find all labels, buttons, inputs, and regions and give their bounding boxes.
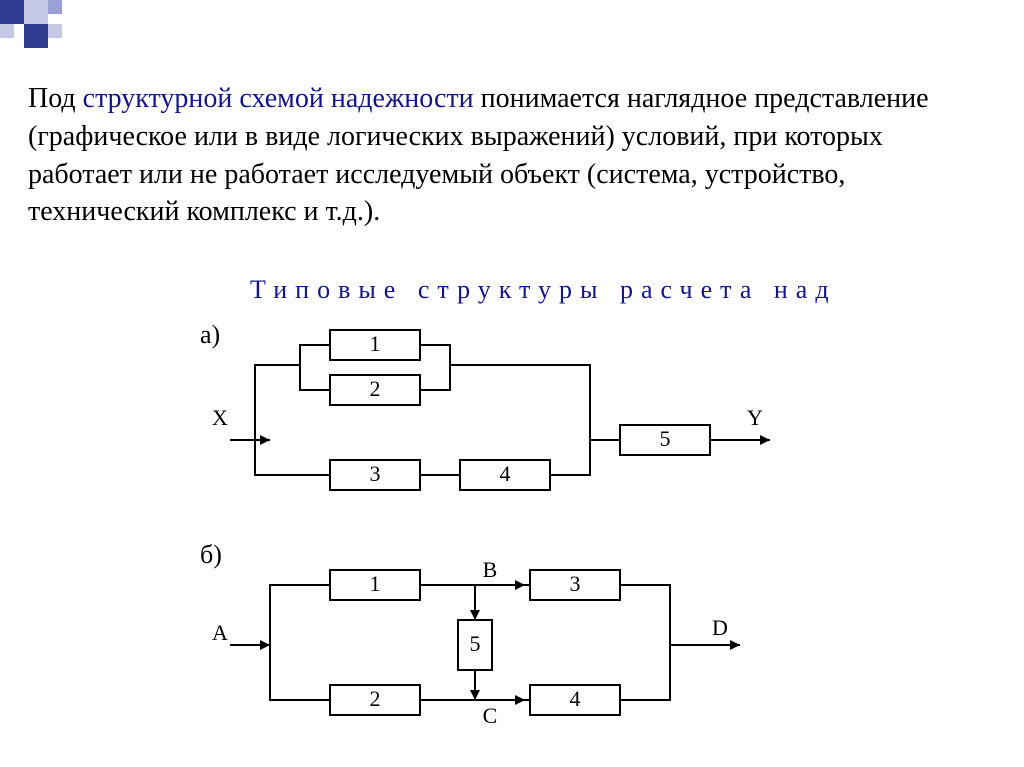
decor-square	[48, 24, 62, 38]
diagram-a: а) 12345XY	[200, 320, 820, 520]
diagram-a-svg: 1 2 3 4 5 X Y	[200, 320, 820, 520]
subtitle: Типовые структуры расчета над	[250, 275, 1024, 305]
svg-text:1: 1	[370, 331, 381, 356]
svg-text:3: 3	[570, 571, 581, 596]
decor-square	[24, 24, 48, 48]
svg-text:Y: Y	[747, 405, 763, 430]
svg-text:X: X	[212, 405, 228, 430]
decor-square	[48, 0, 62, 14]
decor-square	[24, 0, 48, 24]
svg-text:3: 3	[370, 461, 381, 486]
svg-text:4: 4	[500, 461, 511, 486]
definition-paragraph: Под структурной схемой надежности понима…	[28, 80, 988, 231]
svg-text:2: 2	[370, 376, 381, 401]
svg-text:2: 2	[370, 686, 381, 711]
svg-text:D: D	[712, 615, 728, 640]
svg-text:5: 5	[470, 631, 481, 656]
para-pre: Под	[28, 83, 83, 114]
diagram-b-svg: 1 2 3 4 5 A D B C	[200, 540, 820, 740]
decor-square	[0, 0, 24, 24]
decor-square	[0, 24, 14, 38]
diagram-b: б) 12345ADBC	[200, 540, 820, 740]
svg-text:1: 1	[370, 571, 381, 596]
svg-text:5: 5	[660, 426, 671, 451]
svg-text:C: C	[483, 703, 498, 728]
svg-text:4: 4	[570, 686, 581, 711]
svg-text:A: A	[212, 620, 228, 645]
corner-decoration	[0, 0, 120, 60]
svg-text:B: B	[483, 557, 498, 582]
para-highlight: структурной схемой надежности	[83, 83, 474, 114]
